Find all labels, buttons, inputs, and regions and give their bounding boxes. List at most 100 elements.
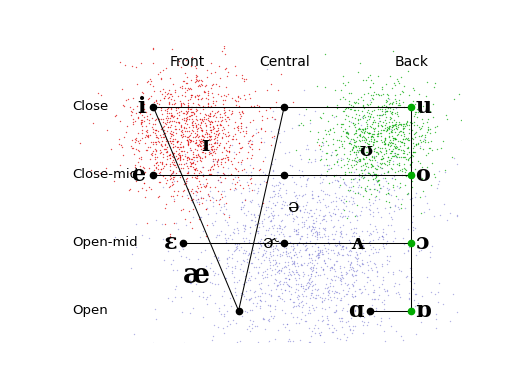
Point (305, 305, 313, 311)
Point (351, 213, 359, 219)
Point (215, 232, 223, 238)
Point (237, 206, 245, 212)
Point (292, 198, 301, 204)
Point (308, 290, 316, 296)
Point (228, 264, 236, 270)
Point (165, 101, 173, 107)
Point (334, 250, 342, 256)
Point (348, 146, 356, 152)
Point (246, 287, 254, 293)
Point (307, 207, 315, 214)
Point (377, 127, 385, 133)
Point (363, 121, 371, 127)
Point (352, 99, 360, 105)
Point (137, 120, 145, 126)
Point (221, 116, 229, 122)
Point (147, 93, 155, 99)
Point (315, 220, 324, 226)
Point (223, 308, 231, 314)
Point (153, 154, 161, 160)
Point (379, 155, 388, 161)
Point (186, 159, 194, 165)
Point (297, 183, 305, 189)
Point (200, 116, 208, 122)
Point (201, 150, 209, 156)
Text: Close-mid: Close-mid (72, 168, 138, 181)
Point (217, 190, 225, 197)
Point (209, 81, 217, 87)
Point (337, 231, 345, 237)
Point (206, 166, 214, 172)
Point (169, 175, 178, 182)
Point (138, 99, 146, 106)
Point (391, 110, 399, 116)
Point (168, 81, 177, 88)
Point (325, 325, 333, 331)
Point (156, 88, 164, 94)
Point (352, 303, 360, 310)
Point (184, 136, 193, 142)
Point (401, 123, 409, 129)
Point (159, 184, 167, 190)
Point (388, 85, 396, 91)
Point (290, 216, 298, 222)
Point (389, 270, 397, 276)
Point (383, 257, 391, 263)
Point (196, 168, 204, 174)
Point (337, 210, 346, 216)
Point (244, 91, 252, 97)
Point (282, 187, 290, 193)
Point (302, 180, 310, 187)
Point (358, 167, 366, 173)
Point (304, 159, 312, 166)
Point (391, 144, 399, 150)
Point (358, 245, 367, 251)
Point (138, 130, 146, 136)
Point (381, 122, 390, 128)
Point (342, 112, 350, 118)
Point (186, 310, 194, 316)
Point (308, 223, 316, 229)
Point (386, 119, 394, 125)
Point (254, 230, 262, 236)
Point (184, 164, 193, 170)
Point (366, 242, 374, 248)
Point (372, 173, 380, 179)
Point (177, 161, 185, 167)
Point (258, 220, 266, 226)
Point (366, 170, 374, 177)
Point (212, 134, 221, 140)
Point (254, 228, 262, 234)
Point (242, 296, 250, 303)
Point (219, 101, 227, 107)
Point (261, 290, 269, 296)
Point (274, 182, 283, 188)
Point (221, 51, 229, 57)
Point (323, 168, 331, 174)
Point (172, 164, 180, 170)
Point (151, 156, 159, 162)
Point (365, 239, 373, 245)
Point (157, 75, 165, 81)
Point (202, 112, 210, 118)
Point (152, 98, 160, 104)
Point (143, 79, 151, 85)
Point (304, 285, 312, 291)
Point (355, 156, 363, 162)
Point (281, 324, 289, 330)
Point (408, 219, 416, 225)
Point (373, 159, 381, 165)
Point (149, 45, 157, 51)
Point (397, 205, 405, 211)
Point (166, 118, 175, 124)
Point (206, 124, 215, 130)
Point (367, 138, 375, 144)
Point (167, 93, 176, 99)
Point (351, 121, 359, 127)
Point (254, 129, 263, 136)
Point (245, 268, 253, 275)
Point (232, 72, 240, 78)
Point (266, 251, 274, 257)
Point (159, 165, 167, 171)
Point (325, 192, 333, 199)
